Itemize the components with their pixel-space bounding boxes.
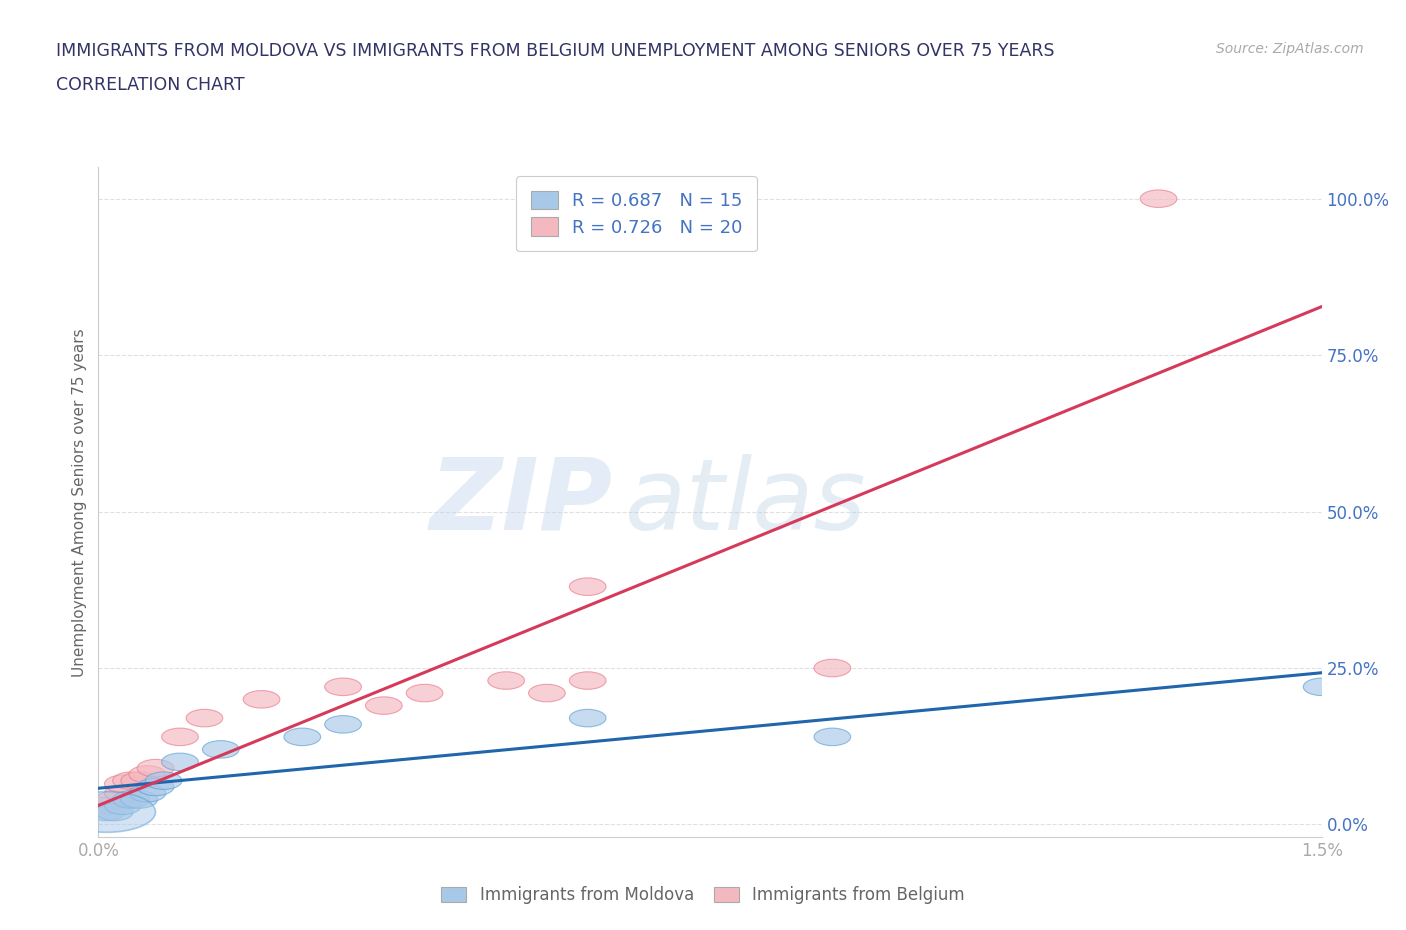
Ellipse shape xyxy=(202,740,239,758)
Text: IMMIGRANTS FROM MOLDOVA VS IMMIGRANTS FROM BELGIUM UNEMPLOYMENT AMONG SENIORS OV: IMMIGRANTS FROM MOLDOVA VS IMMIGRANTS FR… xyxy=(56,42,1054,60)
Text: Source: ZipAtlas.com: Source: ZipAtlas.com xyxy=(1216,42,1364,56)
Ellipse shape xyxy=(104,784,141,802)
Legend: R = 0.687   N = 15, R = 0.726   N = 20: R = 0.687 N = 15, R = 0.726 N = 20 xyxy=(516,177,756,251)
Ellipse shape xyxy=(814,728,851,746)
Ellipse shape xyxy=(366,697,402,714)
Ellipse shape xyxy=(1140,190,1177,207)
Ellipse shape xyxy=(145,772,181,790)
Ellipse shape xyxy=(104,797,141,815)
Text: atlas: atlas xyxy=(624,454,866,551)
Ellipse shape xyxy=(284,728,321,746)
Ellipse shape xyxy=(89,797,125,815)
Ellipse shape xyxy=(406,684,443,702)
Ellipse shape xyxy=(569,710,606,727)
Ellipse shape xyxy=(529,684,565,702)
Y-axis label: Unemployment Among Seniors over 75 years: Unemployment Among Seniors over 75 years xyxy=(72,328,87,676)
Text: ZIP: ZIP xyxy=(429,454,612,551)
Ellipse shape xyxy=(89,804,125,821)
Ellipse shape xyxy=(138,778,174,796)
Ellipse shape xyxy=(121,790,157,808)
Text: CORRELATION CHART: CORRELATION CHART xyxy=(56,76,245,94)
Ellipse shape xyxy=(1303,678,1340,696)
Ellipse shape xyxy=(243,691,280,708)
Ellipse shape xyxy=(97,804,134,821)
Ellipse shape xyxy=(104,775,141,792)
Ellipse shape xyxy=(129,765,166,783)
Ellipse shape xyxy=(569,671,606,689)
Ellipse shape xyxy=(814,659,851,677)
Ellipse shape xyxy=(121,772,157,790)
Ellipse shape xyxy=(58,791,156,832)
Ellipse shape xyxy=(112,790,149,808)
Ellipse shape xyxy=(162,753,198,771)
Ellipse shape xyxy=(97,790,134,808)
Ellipse shape xyxy=(325,678,361,696)
Ellipse shape xyxy=(138,760,174,777)
Ellipse shape xyxy=(569,578,606,595)
Ellipse shape xyxy=(186,710,222,727)
Ellipse shape xyxy=(488,671,524,689)
Ellipse shape xyxy=(112,772,149,790)
Ellipse shape xyxy=(129,784,166,802)
Ellipse shape xyxy=(162,728,198,746)
Ellipse shape xyxy=(325,715,361,733)
Legend: Immigrants from Moldova, Immigrants from Belgium: Immigrants from Moldova, Immigrants from… xyxy=(433,878,973,912)
